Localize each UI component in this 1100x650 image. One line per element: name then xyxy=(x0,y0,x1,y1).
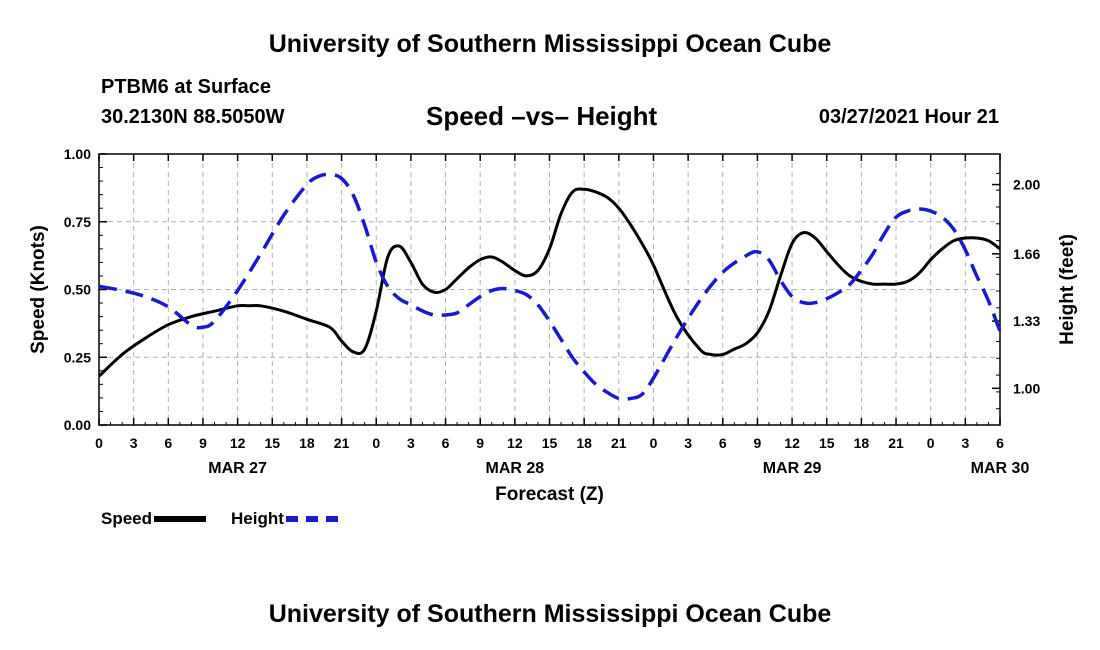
x-tick-label: 12 xyxy=(507,435,523,451)
x-tick-label: 18 xyxy=(576,435,592,451)
station-coordinates: 30.2130N 88.5050W xyxy=(101,106,285,128)
x-tick-label: 15 xyxy=(819,435,835,451)
chart-subtitle: Speed –vs– Height xyxy=(426,101,658,131)
x-tick-label: 9 xyxy=(476,435,484,451)
forecast-datetime: 03/27/2021 Hour 21 xyxy=(818,106,999,128)
x-tick-label: 12 xyxy=(230,435,246,451)
height-series-line xyxy=(98,172,1002,401)
chart-main-title: University of Southern Mississippi Ocean… xyxy=(268,30,832,58)
y2-tick-label: 1.00 xyxy=(1013,380,1040,396)
x-tick-label: 18 xyxy=(299,435,315,451)
y2-tick-label: 2.00 xyxy=(1013,177,1040,193)
x-tick-label: 0 xyxy=(927,435,935,451)
y-tick-label: 0.75 xyxy=(64,214,91,230)
legend-speed: Speed xyxy=(101,509,207,529)
x-tick-label: 21 xyxy=(334,435,350,451)
y2-tick-label: 1.66 xyxy=(1013,246,1040,262)
legend-height-swatch xyxy=(285,516,338,522)
station-label: PTBM6 at Surface xyxy=(101,76,272,98)
y-tick-label: 0.00 xyxy=(64,417,91,433)
x-date-label: MAR 30 xyxy=(971,460,1030,477)
x-date-label: MAR 28 xyxy=(486,460,545,477)
x-date-label: MAR 27 xyxy=(208,460,267,477)
x-tick-label: 6 xyxy=(996,435,1004,451)
chart-footer-title: University of Southern Mississippi Ocean… xyxy=(268,600,832,628)
x-tick-label: 12 xyxy=(784,435,800,451)
x-tick-label: 3 xyxy=(961,435,969,451)
x-tick-label: 0 xyxy=(95,435,103,451)
x-tick-label: 0 xyxy=(372,435,380,451)
x-date-label: MAR 29 xyxy=(763,460,822,477)
y-tick-label: 1.00 xyxy=(64,146,91,162)
x-tick-label: 3 xyxy=(407,435,415,451)
x-tick-label: 0 xyxy=(650,435,658,451)
legend-height-label: Height xyxy=(231,509,284,528)
y-tick-label: 0.50 xyxy=(64,282,91,298)
x-tick-label: 15 xyxy=(542,435,558,451)
x-tick-label: 3 xyxy=(684,435,692,451)
x-tick-label: 21 xyxy=(888,435,904,451)
x-tick-label: 15 xyxy=(264,435,280,451)
y2-axis-title: Height (feet) xyxy=(1057,234,1078,345)
x-tick-label: 18 xyxy=(854,435,870,451)
speed-series-line xyxy=(97,187,1001,378)
legend-height: Height xyxy=(231,509,338,529)
x-tick-label: 6 xyxy=(164,435,172,451)
y2-tick-label: 1.33 xyxy=(1013,313,1040,329)
x-axis-title: Forecast (Z) xyxy=(495,484,604,505)
legend-speed-label: Speed xyxy=(101,509,153,528)
x-tick-label: 3 xyxy=(130,435,138,451)
y-axis-title: Speed (Knots) xyxy=(28,225,49,354)
x-tick-label: 9 xyxy=(199,435,207,451)
x-tick-label: 9 xyxy=(754,435,762,451)
x-tick-label: 6 xyxy=(719,435,727,451)
x-tick-label: 21 xyxy=(611,435,627,451)
x-tick-label: 6 xyxy=(442,435,450,451)
y-tick-label: 0.25 xyxy=(64,349,91,365)
legend-speed-swatch xyxy=(154,516,207,522)
